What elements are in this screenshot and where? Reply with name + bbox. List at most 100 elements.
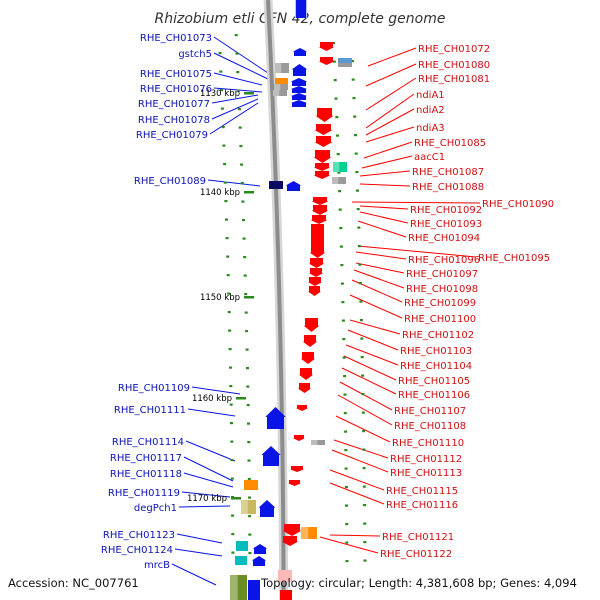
- right-connector: [365, 77, 417, 111]
- scale-dot: [247, 459, 251, 462]
- left-connector: [183, 472, 234, 488]
- scale-dot: [219, 70, 223, 73]
- reverse-gene-arrow: [313, 163, 331, 171]
- right-connector: [363, 141, 413, 159]
- scale-dot: [353, 115, 357, 118]
- reverse-gene-arrow: [318, 42, 335, 51]
- scale-label: 1160 kbp: [192, 394, 232, 404]
- scale-dot: [343, 412, 347, 415]
- scale-dot: [242, 237, 246, 240]
- scale-dot: [228, 329, 232, 332]
- gene-block: [248, 580, 260, 600]
- right-gene-label: RHE_CH01092: [410, 205, 482, 216]
- right-gene-label: RHE_CH01096: [408, 255, 480, 266]
- right-connector: [337, 394, 393, 426]
- scale-dot: [248, 496, 251, 499]
- scale-dot: [335, 116, 339, 119]
- scale-dot: [363, 541, 367, 544]
- reverse-gene-arrow: [300, 352, 316, 364]
- scale-dot: [340, 282, 344, 285]
- scale-dot: [363, 559, 367, 562]
- right-gene-label: RHE_CH01085: [414, 138, 486, 149]
- genome-backbone: [263, 0, 289, 600]
- scale-dot: [362, 467, 366, 470]
- left-connector: [209, 102, 259, 135]
- right-connector: [365, 108, 415, 136]
- scale-dot: [362, 430, 366, 433]
- scale-dot: [231, 533, 235, 536]
- scale-dot: [344, 467, 348, 470]
- gene-block-shine: [333, 162, 340, 172]
- gene-block-shine: [332, 177, 339, 184]
- left-gene-label: RHE_CH01073: [140, 33, 212, 44]
- right-gene-label: RHE_CH01095: [478, 253, 550, 264]
- right-connector: [365, 63, 417, 87]
- scale-dot: [234, 34, 238, 37]
- right-connector: [319, 536, 379, 554]
- reverse-gene-arrow: [308, 268, 324, 277]
- scale-dot: [223, 163, 227, 166]
- scale-dot: [229, 366, 232, 369]
- left-gene-label: RHE_CH01109: [118, 383, 190, 394]
- scale-dot: [345, 541, 349, 544]
- reverse-gene-arrow: [307, 286, 322, 296]
- reverse-gene-arrow: [298, 368, 314, 380]
- left-gene-label: RHE_CH01114: [112, 437, 184, 448]
- scale-dot: [225, 218, 228, 221]
- scale-dot: [244, 311, 248, 314]
- scale-dot: [244, 293, 248, 296]
- scale-tick: [244, 92, 254, 95]
- forward-gene-arrow: [252, 544, 268, 554]
- reverse-gene-arrow: [297, 383, 312, 393]
- right-connector: [349, 294, 403, 319]
- gene-block: [296, 0, 306, 18]
- gene-block-shine: [301, 527, 309, 539]
- scale-dot: [361, 393, 365, 396]
- scale-dot: [247, 422, 250, 425]
- scale-dot: [362, 485, 366, 488]
- right-gene-label: RHE_CH01094: [408, 233, 480, 244]
- scale-tick-marks: [218, 34, 367, 563]
- scale-dot: [237, 89, 241, 92]
- right-connector: [329, 482, 385, 505]
- scale-dot: [358, 282, 362, 285]
- right-connector: [335, 415, 391, 443]
- left-gene-labels: RHE_CH01073 gstch5 RHE_CH01075 RHE_CH01076 R…: [101, 33, 212, 571]
- left-connector: [178, 505, 231, 508]
- left-connector: [213, 72, 263, 86]
- accession-label: Accession: NC_007761: [8, 576, 139, 590]
- right-gene-label: RHE_CH01107: [394, 406, 466, 417]
- gene-block: [230, 575, 247, 600]
- scale-dot: [230, 477, 234, 480]
- scale-dot: [245, 348, 249, 351]
- scale-dot: [240, 182, 244, 185]
- gene-block: [274, 84, 288, 90]
- left-gene-label: RHE_CH01075: [140, 69, 212, 80]
- right-gene-label: RHE_CH01072: [418, 44, 490, 55]
- gene-features: [230, 0, 352, 600]
- scale-dot: [247, 441, 251, 444]
- gene-block: [275, 63, 289, 73]
- gene-block-shine: [274, 84, 281, 90]
- scale-dot: [246, 367, 249, 370]
- scale-dot: [352, 97, 356, 100]
- scale-dot: [341, 319, 345, 322]
- right-connector: [349, 319, 401, 335]
- right-gene-label: RHE_CH01081: [418, 74, 490, 85]
- scale-dot: [248, 533, 252, 536]
- scale-dot: [360, 337, 364, 340]
- left-connector: [185, 440, 236, 462]
- right-connector: [361, 155, 413, 169]
- gene-block: [244, 480, 258, 490]
- scale-dot: [248, 515, 252, 518]
- reverse-gene-arrow: [314, 136, 333, 147]
- right-gene-label: RHE_CH01098: [406, 284, 478, 295]
- scale-dot: [223, 181, 227, 184]
- gene-block: [301, 527, 317, 539]
- right-gene-labels: RHE_CH01072 RHE_CH01080 RHE_CH01081 ndiA1 nd…: [380, 44, 554, 560]
- scale-dot: [360, 356, 364, 359]
- right-gene-label: RHE_CH01099: [404, 298, 476, 309]
- right-gene-label: aacC1: [414, 152, 445, 163]
